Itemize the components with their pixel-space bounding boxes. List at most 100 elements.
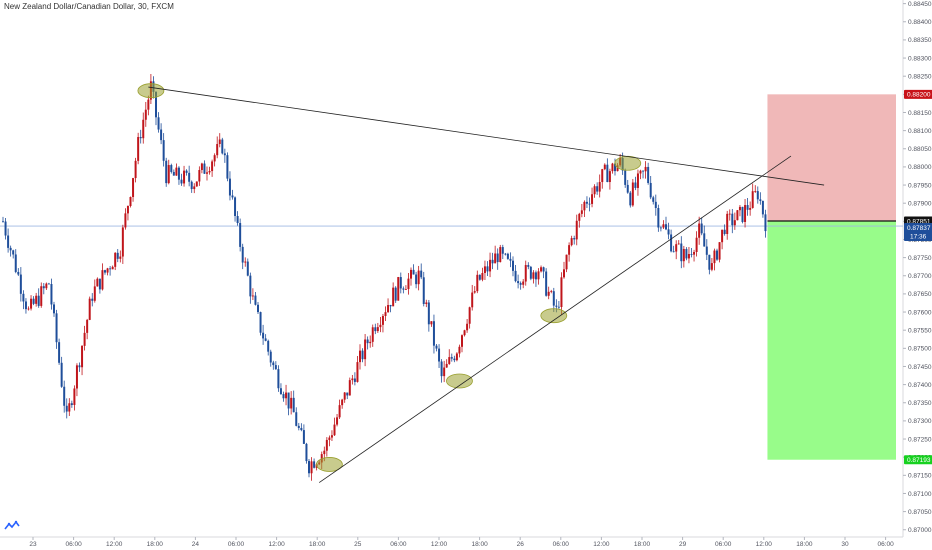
x-tick-label: 29 bbox=[679, 541, 687, 548]
candle-body bbox=[644, 166, 647, 172]
candle-body bbox=[537, 271, 540, 280]
candle-body bbox=[471, 292, 474, 308]
candle-body bbox=[407, 278, 410, 290]
candle-body bbox=[325, 439, 328, 451]
candle-body bbox=[7, 235, 10, 248]
candle-body bbox=[19, 274, 22, 294]
candle-body bbox=[328, 437, 331, 440]
candle-body bbox=[177, 167, 180, 180]
candle-body bbox=[458, 346, 461, 354]
candle-body bbox=[190, 181, 193, 190]
candle-body bbox=[705, 246, 708, 255]
trendline bbox=[148, 86, 825, 186]
x-tick-label: 26 bbox=[517, 541, 525, 548]
candle-body bbox=[670, 234, 673, 252]
tradingview-logo-icon[interactable] bbox=[4, 520, 20, 532]
x-tick-label: 06:00 bbox=[715, 541, 732, 548]
candle-body bbox=[236, 215, 239, 224]
y-tick-label: 0.88450 bbox=[908, 1, 932, 8]
candle-body bbox=[2, 221, 4, 223]
candle-body bbox=[422, 277, 425, 305]
candle-body bbox=[366, 339, 369, 344]
candle-body bbox=[351, 378, 354, 381]
candle-body bbox=[134, 160, 137, 179]
candle-body bbox=[519, 283, 522, 285]
x-tick-label: 18:00 bbox=[634, 541, 651, 548]
candle-body bbox=[392, 287, 395, 307]
candle-body bbox=[132, 178, 135, 197]
y-tick-label: 0.87950 bbox=[908, 182, 932, 189]
candle-body bbox=[221, 139, 224, 154]
candle-body bbox=[412, 269, 415, 275]
candle-body bbox=[53, 304, 55, 314]
x-tick-label: 23 bbox=[29, 541, 37, 548]
target-price-tag bbox=[904, 455, 932, 465]
candle-body bbox=[491, 259, 494, 264]
candle-body bbox=[583, 201, 586, 211]
candle-body bbox=[695, 237, 698, 252]
candle-body bbox=[183, 170, 186, 184]
current-price-tag-label: 0.87837 bbox=[907, 225, 931, 232]
y-tick-label: 0.87900 bbox=[908, 200, 932, 207]
x-tick-label: 18:00 bbox=[796, 541, 813, 548]
candle-body bbox=[116, 252, 119, 259]
candle-body bbox=[438, 348, 441, 362]
candle-body bbox=[443, 367, 446, 377]
candle-body bbox=[297, 425, 300, 428]
candle-body bbox=[361, 350, 364, 360]
candle-body bbox=[540, 267, 543, 272]
y-tick-label: 0.87500 bbox=[908, 346, 932, 353]
candle-body bbox=[30, 298, 33, 309]
candle-body bbox=[274, 365, 277, 370]
candle-body bbox=[445, 363, 448, 368]
candle-body bbox=[744, 205, 747, 222]
candle-body bbox=[552, 291, 555, 306]
candle-body bbox=[195, 181, 198, 187]
pivot-highlight bbox=[540, 308, 568, 324]
candle-body bbox=[399, 277, 402, 289]
candle-body bbox=[330, 435, 333, 438]
candle-body bbox=[397, 277, 400, 301]
candle-body bbox=[384, 312, 387, 316]
candle-body bbox=[494, 253, 497, 264]
candle-body bbox=[295, 412, 298, 426]
candle-body bbox=[499, 247, 502, 263]
candle-body bbox=[450, 357, 453, 359]
candle-body bbox=[12, 250, 15, 255]
candle-body bbox=[14, 254, 17, 272]
candle-body bbox=[35, 295, 38, 304]
candle-body bbox=[415, 274, 418, 285]
candle-body bbox=[216, 144, 219, 156]
candle-body bbox=[659, 227, 662, 229]
candle-body bbox=[185, 170, 188, 173]
candle-body bbox=[703, 233, 706, 247]
candle-body bbox=[172, 171, 175, 176]
y-tick-label: 0.88100 bbox=[908, 128, 932, 135]
x-tick-label: 25 bbox=[354, 541, 362, 548]
candle-body bbox=[404, 289, 407, 290]
candle-body bbox=[139, 137, 142, 139]
candle-body bbox=[478, 274, 481, 280]
x-tick-label: 12:00 bbox=[268, 541, 285, 548]
candle-body bbox=[70, 403, 73, 405]
candle-body bbox=[226, 155, 229, 179]
y-tick-label: 0.88400 bbox=[908, 19, 932, 26]
candle-body bbox=[239, 223, 242, 247]
candle-body bbox=[657, 208, 660, 228]
candle-body bbox=[440, 361, 443, 377]
candle-body bbox=[642, 170, 645, 172]
candle-body bbox=[267, 340, 270, 352]
candle-body bbox=[588, 203, 591, 205]
candle-body bbox=[60, 362, 63, 387]
candle-body bbox=[254, 295, 257, 305]
candle-body bbox=[514, 270, 517, 282]
candle-body bbox=[749, 207, 752, 210]
candle-body bbox=[662, 224, 665, 228]
candle-body bbox=[259, 312, 262, 333]
candle-body bbox=[596, 186, 599, 192]
candle-body bbox=[389, 305, 392, 307]
candle-body bbox=[466, 323, 469, 331]
candle-body bbox=[65, 405, 68, 412]
y-tick-label: 0.87350 bbox=[908, 400, 932, 407]
